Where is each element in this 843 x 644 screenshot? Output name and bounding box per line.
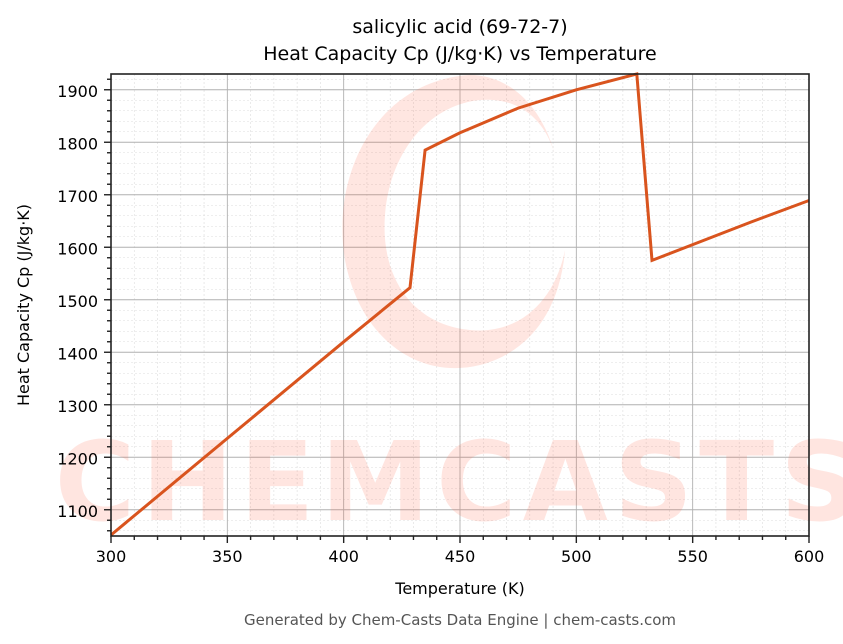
y-tick-label: 1600 — [57, 239, 98, 258]
chart-title: salicylic acid (69-72-7) — [352, 16, 567, 38]
y-tick-label: 1800 — [57, 134, 98, 153]
y-tick-label: 1300 — [57, 397, 98, 416]
x-tick-label: 500 — [561, 547, 592, 566]
y-axis-label: Heat Capacity Cp (J/kg·K) — [14, 204, 33, 406]
x-tick-label: 400 — [328, 547, 359, 566]
y-tick-label: 1400 — [57, 344, 98, 363]
cp-series-line — [110, 72, 810, 537]
y-tick-labels: 1100 1200 1300 1400 1500 1600 1700 1800 … — [57, 82, 98, 521]
y-tick-label: 1100 — [57, 502, 98, 521]
major-gridlines — [110, 74, 810, 536]
x-axis-label: Temperature (K) — [394, 579, 524, 598]
y-tick-label: 1700 — [57, 187, 98, 206]
chart-subtitle: Heat Capacity Cp (J/kg·K) vs Temperature — [263, 43, 657, 65]
y-tick-label: 1200 — [57, 450, 98, 469]
axis-ticks — [104, 78, 810, 543]
x-tick-label: 450 — [445, 547, 476, 566]
x-tick-label: 350 — [212, 547, 243, 566]
x-tick-label: 550 — [677, 547, 708, 566]
watermark-text: CHEMCASTS — [55, 418, 843, 546]
watermark-swirl-icon — [342, 75, 565, 369]
x-tick-label: 300 — [96, 547, 127, 566]
x-tick-labels: 300 350 400 450 500 550 600 — [96, 547, 825, 566]
y-tick-label: 1900 — [57, 82, 98, 101]
y-tick-label: 1500 — [57, 292, 98, 311]
footer-credit: Generated by Chem-Casts Data Engine | ch… — [244, 611, 676, 629]
x-tick-label: 600 — [794, 547, 825, 566]
watermark: CHEMCASTS — [55, 75, 843, 546]
